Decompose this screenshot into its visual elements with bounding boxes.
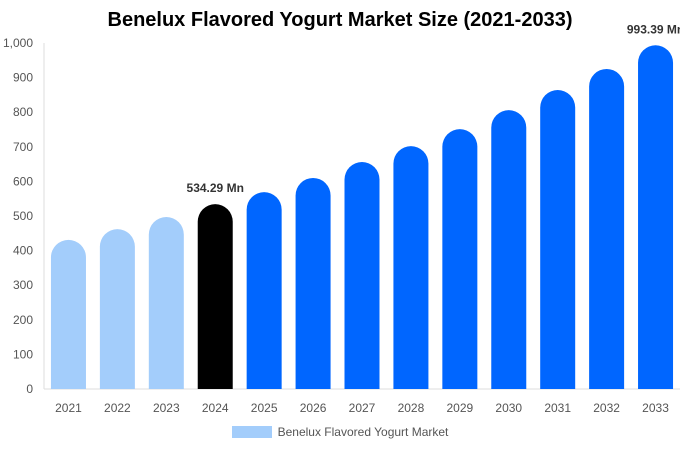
bar-2025 bbox=[246, 192, 282, 389]
bar-2028 bbox=[393, 146, 429, 389]
bar-2026 bbox=[295, 177, 331, 389]
x-tick-label: 2025 bbox=[251, 401, 278, 415]
y-tick-label: 0 bbox=[26, 382, 33, 396]
bar-2030 bbox=[491, 110, 527, 390]
bar-2027 bbox=[344, 162, 380, 389]
bar-2024 bbox=[197, 204, 233, 389]
bar-2031 bbox=[540, 90, 576, 389]
y-tick-label: 200 bbox=[13, 313, 33, 327]
y-tick-label: 800 bbox=[13, 105, 33, 119]
x-tick-label: 2030 bbox=[495, 401, 522, 415]
x-tick-label: 2029 bbox=[446, 401, 473, 415]
x-tick-label: 2031 bbox=[544, 401, 571, 415]
x-tick-label: 2022 bbox=[104, 401, 131, 415]
x-tick-label: 2027 bbox=[349, 401, 376, 415]
bar-2033 bbox=[638, 45, 674, 390]
y-tick-label: 900 bbox=[13, 71, 33, 85]
x-tick-label: 2021 bbox=[55, 401, 82, 415]
y-tick-label: 400 bbox=[13, 244, 33, 258]
bar-2029 bbox=[442, 129, 478, 390]
x-tick-label: 2032 bbox=[593, 401, 620, 415]
y-tick-label: 600 bbox=[13, 174, 33, 188]
legend-swatch bbox=[231, 426, 272, 438]
data-label: 993.39 Mn bbox=[627, 22, 680, 36]
y-tick-label: 300 bbox=[13, 278, 33, 292]
legend-label: Benelux Flavored Yogurt Market bbox=[277, 425, 449, 439]
y-tick-label: 500 bbox=[13, 209, 33, 223]
bar-2032 bbox=[589, 68, 625, 389]
data-label: 534.29 Mn bbox=[187, 181, 244, 195]
x-tick-label: 2023 bbox=[153, 401, 180, 415]
y-tick-label: 700 bbox=[13, 140, 33, 154]
bar-2022 bbox=[99, 229, 135, 389]
bar-2023 bbox=[148, 217, 184, 389]
x-tick-label: 2024 bbox=[202, 401, 229, 415]
bar-2021 bbox=[50, 239, 86, 389]
y-tick-label: 1,000 bbox=[3, 36, 33, 50]
legend[interactable]: Benelux Flavored Yogurt Market bbox=[0, 425, 680, 439]
chart-title: Benelux Flavored Yogurt Market Size (202… bbox=[107, 9, 573, 31]
x-tick-label: 2026 bbox=[300, 401, 327, 415]
x-tick-label: 2033 bbox=[642, 401, 669, 415]
y-tick-label: 100 bbox=[13, 347, 33, 361]
x-tick-label: 2028 bbox=[398, 401, 425, 415]
